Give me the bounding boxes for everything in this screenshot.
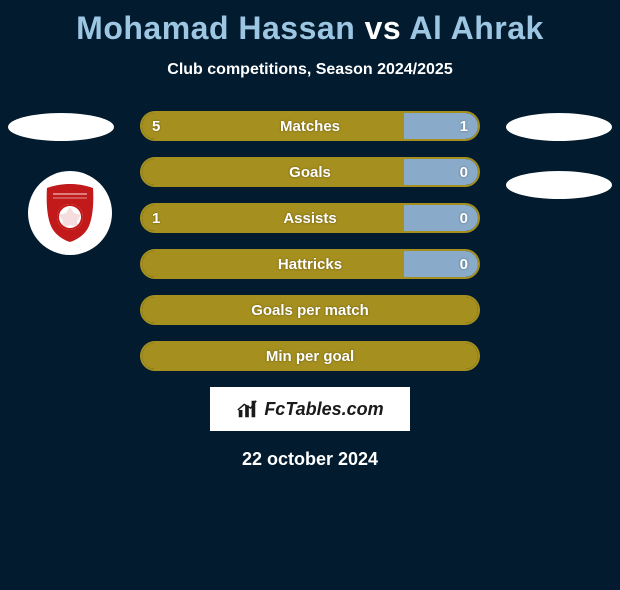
stat-right-fill [404,113,478,139]
club-badge-icon [39,182,101,244]
player2-placeholder-ellipse-2 [506,171,612,199]
stat-left-fill [142,113,404,139]
stat-left-fill [142,297,478,323]
player2-name: Al Ahrak [409,10,543,46]
vs-text: vs [365,10,402,46]
stat-left-fill [142,343,478,369]
player1-name: Mohamad Hassan [76,10,355,46]
player1-placeholder-ellipse [8,113,114,141]
player1-club-badge [28,171,112,255]
stat-right-fill [404,251,478,277]
comparison-title: Mohamad Hassan vs Al Ahrak [0,10,620,47]
subtitle: Club competitions, Season 2024/2025 [0,61,620,79]
player2-placeholder-ellipse-1 [506,113,612,141]
fctables-text: FcTables.com [264,399,383,420]
stat-row: 0Goals [140,157,480,187]
stat-row: Min per goal [140,341,480,371]
fctables-watermark: FcTables.com [210,387,410,431]
stat-row: 51Matches [140,111,480,141]
bar-chart-icon [236,398,258,420]
comparison-area: 51Matches 0Goals 10Assists 0Hattricks Goals … [0,111,620,371]
stat-left-fill [142,159,404,185]
stat-row: Goals per match [140,295,480,325]
date-text: 22 october 2024 [0,449,620,470]
stat-right-fill [404,159,478,185]
stat-right-fill [404,205,478,231]
stat-row: 10Assists [140,203,480,233]
stat-bars: 51Matches 0Goals 10Assists 0Hattricks Goals … [140,111,480,371]
stat-row: 0Hattricks [140,249,480,279]
stat-left-fill [142,251,404,277]
stat-left-fill [142,205,404,231]
